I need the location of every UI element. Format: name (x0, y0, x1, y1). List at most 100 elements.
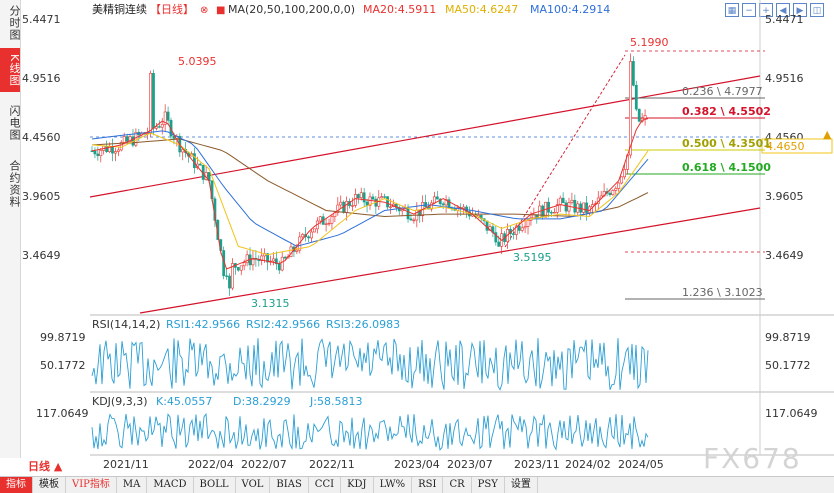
candle-body (312, 228, 316, 233)
fib-level-label: 1.236 \ 3.1023 (682, 286, 763, 299)
tab-boll[interactable]: BOLL (194, 477, 236, 493)
candle-body (432, 196, 436, 204)
candle-body (637, 108, 641, 122)
candle-body (266, 253, 269, 263)
candle-body (517, 225, 521, 231)
x-tick: 2021/11 (103, 458, 149, 471)
tab-bias[interactable]: BIAS (270, 477, 309, 493)
candle-body (406, 207, 410, 220)
candle-body (356, 194, 360, 199)
candle-body (274, 258, 278, 265)
minus-icon[interactable]: − (742, 3, 756, 17)
kdj-tick: 117.0649 (765, 407, 818, 420)
tab-vip-indicator[interactable]: VIP指标 (66, 477, 117, 493)
tab-lw[interactable]: LW% (374, 477, 413, 493)
candle-body (277, 263, 281, 271)
candle-body (547, 201, 550, 213)
candle-body (608, 192, 612, 195)
daily-button[interactable]: 日线 ▲ (28, 460, 63, 473)
candle-body (430, 202, 433, 210)
candle-body (629, 61, 632, 156)
channel-lower-line (139, 207, 761, 314)
settings-icon[interactable]: ⊗ (200, 5, 208, 16)
x-tick: 2022/11 (309, 458, 355, 471)
candle-body (368, 196, 372, 206)
right-icon[interactable]: ▶ (793, 3, 807, 17)
ma50-value: MA50:4.6247 (445, 3, 518, 16)
tab-rsi[interactable]: RSI (412, 477, 444, 493)
candle-body (236, 267, 240, 271)
candle-body (251, 257, 255, 266)
rsi-title: RSI(14,14,2) (92, 318, 160, 331)
candle-body (550, 211, 553, 214)
candle-body (620, 176, 624, 184)
candle-body (514, 225, 518, 235)
tab-macd[interactable]: MACD (147, 477, 194, 493)
candle-body (634, 84, 638, 110)
candle-body (617, 182, 621, 189)
ma100-value: MA100:4.2914 (530, 3, 610, 16)
x-tick: 2022/04 (188, 458, 234, 471)
candle-body (631, 61, 635, 86)
tab-template[interactable]: 模板 (33, 477, 66, 493)
ma-params: MA(20,50,100,200,0,0) (228, 3, 355, 16)
candle-body (359, 192, 363, 199)
candle-body (114, 151, 117, 154)
tab-cci[interactable]: CCI (309, 477, 342, 493)
candle-body (397, 207, 401, 212)
last-price-tag (761, 138, 833, 154)
candle-body (324, 223, 328, 225)
tab-psy[interactable]: PSY (472, 477, 505, 493)
y-axis: 5.4471 4.9516 4.4560 3.9605 3.4649 5.447… (22, 13, 804, 262)
price-marker-icon: ▲ (823, 128, 832, 141)
tab-kdj[interactable]: KDJ (341, 477, 374, 493)
grid-icon[interactable]: ▦ (725, 3, 739, 17)
x-tick: 2024/02 (565, 458, 611, 471)
candle-body (272, 258, 275, 262)
candle-body (119, 142, 123, 151)
candle-body (362, 192, 366, 203)
fit-icon[interactable]: ◫ (810, 3, 824, 17)
rsi3-value: RSI3:26.0983 (326, 318, 400, 331)
candle-body (239, 265, 243, 271)
candle-body (485, 220, 489, 231)
candle-body (561, 197, 565, 204)
tab-ma[interactable]: MA (117, 477, 148, 493)
candle-body (96, 153, 100, 157)
left-icon[interactable]: ◀ (776, 3, 790, 17)
y-tick-right: 5.4471 (765, 13, 804, 26)
candle-body (122, 136, 126, 143)
ma20-value: MA20:4.5911 (363, 3, 436, 16)
x-tick: 2024/05 (618, 458, 664, 471)
candle-body (154, 126, 158, 129)
candle-body (614, 188, 618, 191)
x-tick: 2023/04 (394, 458, 440, 471)
candle-body (111, 146, 114, 154)
candle-body (497, 241, 501, 247)
candle-body (283, 256, 287, 259)
tab-vol[interactable]: VOL (236, 477, 271, 493)
tab-contract[interactable]: 合约资料 (8, 160, 21, 208)
tab-intraday[interactable]: 分时图 (8, 5, 21, 41)
fibonacci-levels: 0.236 \ 4.7977 0.382 \ 4.5502 0.500 \ 4.35… (625, 85, 771, 300)
y-tick-left: 4.9516 (22, 72, 61, 85)
tab-tick[interactable]: 闪电图 (8, 105, 21, 141)
annotation-high: 5.1990 (630, 36, 669, 49)
tab-settings[interactable]: 设置 (505, 477, 538, 493)
candle-body (441, 203, 445, 206)
y-tick-left: 5.4471 (22, 13, 61, 26)
candle-body (99, 150, 103, 157)
candle-body (590, 204, 594, 208)
candle-body (307, 236, 310, 239)
x-tick: 2022/07 (241, 458, 287, 471)
tab-cr[interactable]: CR (443, 477, 472, 493)
rsi-tick: 99.8719 (765, 331, 811, 344)
last-price-text: 4.4650 (766, 140, 805, 153)
candle-body (225, 275, 229, 277)
tab-indicator[interactable]: 指标 (0, 477, 33, 493)
kdj-title: KDJ(9,3,3) (92, 395, 148, 408)
moving-averages (91, 118, 649, 270)
channel-upper-line (89, 75, 761, 198)
annotation-high: 5.0395 (178, 55, 217, 68)
tab-kline[interactable]: K线图 (0, 48, 21, 92)
